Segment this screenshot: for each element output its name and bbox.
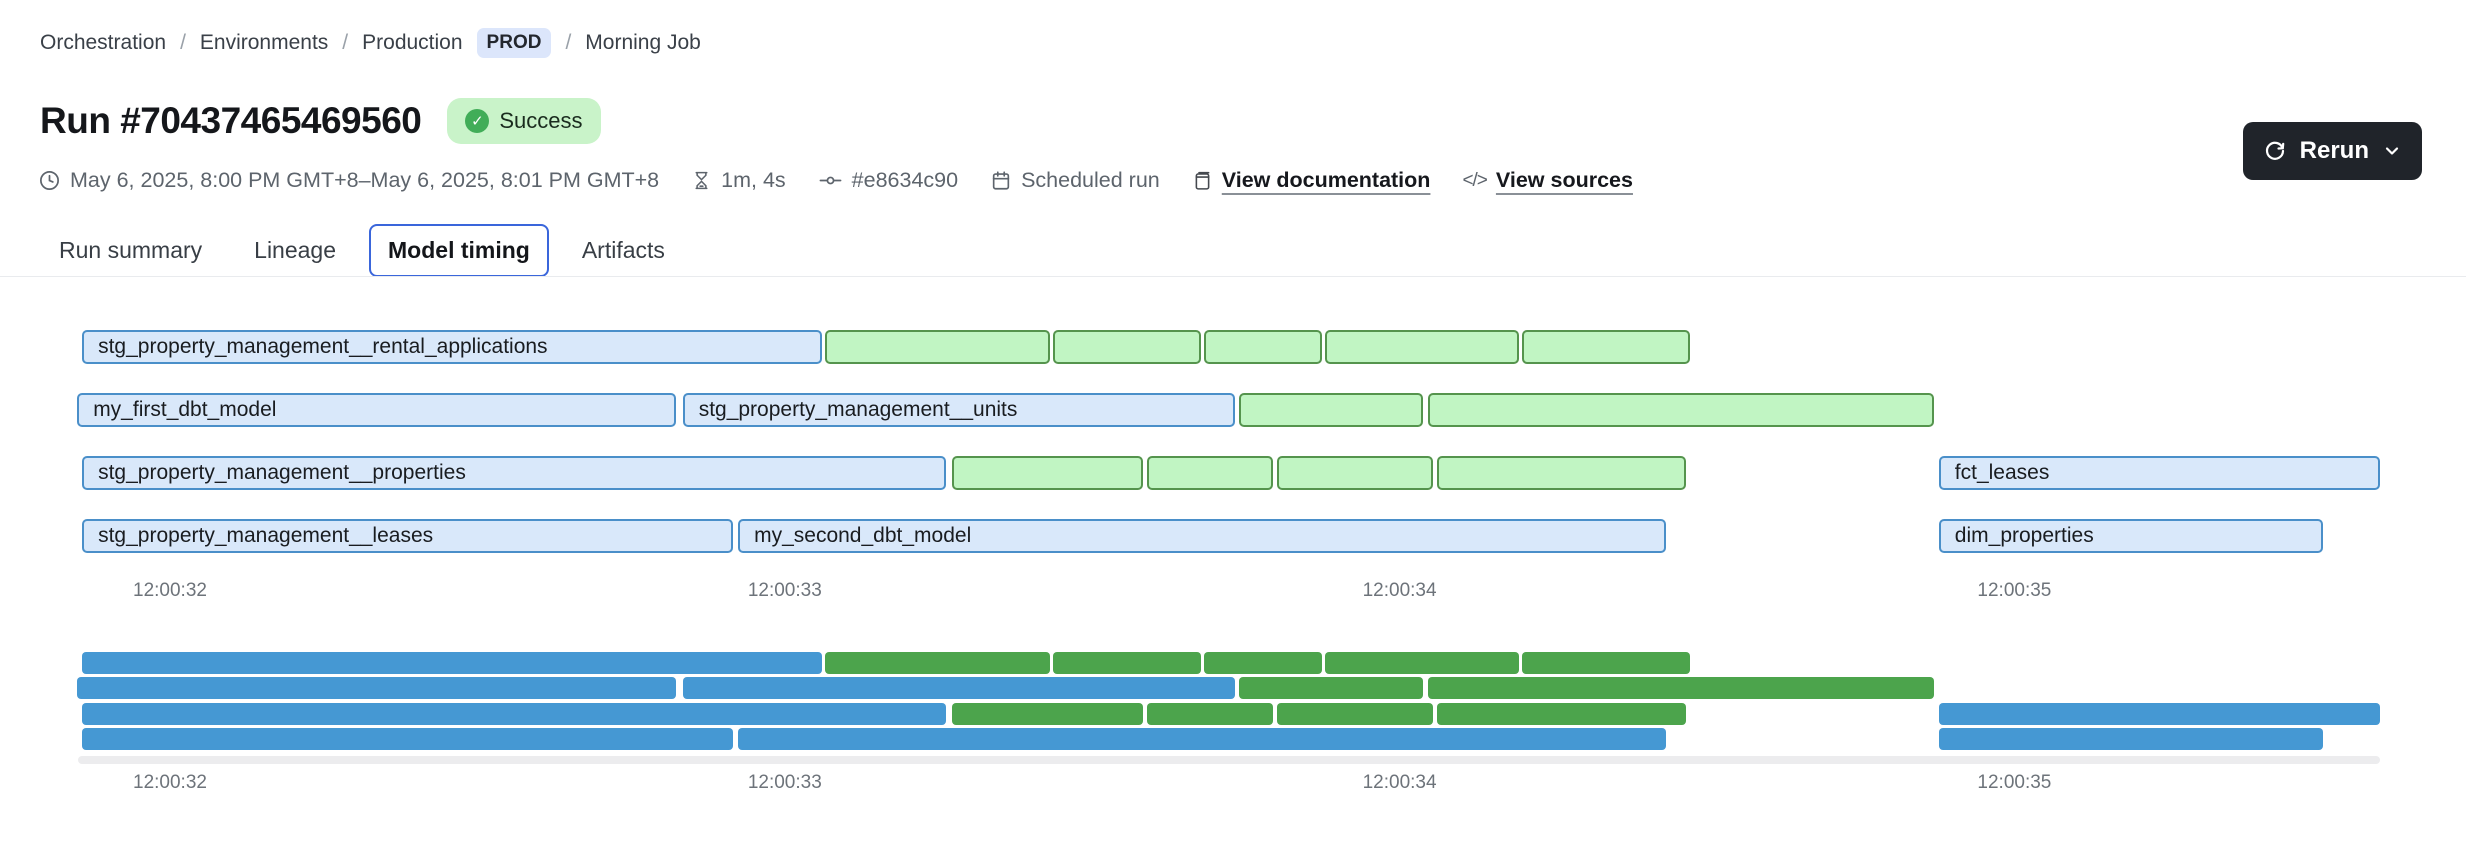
run-trigger: Scheduled run [990, 168, 1160, 193]
run-commit-text: #e8634c90 [851, 168, 959, 192]
minimap-bar [1276, 703, 1433, 725]
gantt-bar[interactable] [1204, 330, 1323, 364]
page-title: Run #70437465469560 [40, 100, 422, 141]
run-duration: 1m, 4s [691, 168, 786, 193]
minimap-bar [1238, 677, 1423, 699]
run-commit: #e8634c90 [818, 168, 958, 193]
axis-tick-label: 12:00:34 [1362, 580, 1437, 601]
gantt-bar-label: fct_leases [1954, 461, 2050, 484]
refresh-icon [2265, 141, 2284, 160]
breadcrumb-environments[interactable]: Environments [199, 31, 329, 54]
rerun-button[interactable]: Rerun [2242, 122, 2422, 180]
axis-tick-label: 12:00:35 [1977, 580, 2052, 601]
tab-divider [0, 276, 2466, 277]
minimap-bar [1427, 677, 1934, 699]
minimap-bar [1052, 652, 1202, 674]
breadcrumb-production[interactable]: Production [362, 31, 463, 54]
gantt-bar[interactable] [1238, 393, 1423, 427]
gantt-bar[interactable] [1146, 456, 1274, 490]
gantt-bar-label: stg_property_management__properties [98, 461, 466, 484]
gantt-bar[interactable]: stg_property_management__properties [82, 456, 947, 490]
axis-tick-label: 12:00:33 [747, 772, 822, 793]
minimap-bar [738, 728, 1666, 750]
minimap-bar [1146, 703, 1274, 725]
gantt-bar[interactable]: my_second_dbt_model [738, 519, 1666, 553]
minimap-bar [82, 652, 822, 674]
gantt-bar[interactable] [1276, 456, 1433, 490]
clock-icon [40, 171, 59, 190]
gantt-bar[interactable]: dim_properties [1938, 519, 2323, 553]
minimap-bar [1938, 703, 2380, 725]
gantt-bar[interactable]: stg_property_management__leases [82, 519, 734, 553]
view-documentation[interactable]: View documentation [1192, 168, 1431, 193]
status-badge: ✓ Success [447, 98, 601, 144]
gantt-bar[interactable]: my_first_dbt_model [77, 393, 676, 427]
axis-tick-label: 12:00:35 [1977, 772, 2052, 793]
status-badge-label: Success [499, 108, 583, 133]
minimap-bar [82, 703, 947, 725]
view-sources-link[interactable]: View sources [1495, 168, 1633, 192]
gantt-bar[interactable] [1436, 456, 1686, 490]
gantt-bar-label: my_first_dbt_model [93, 398, 277, 421]
axis-tick-label: 12:00:32 [133, 580, 207, 601]
breadcrumb-separator: / [342, 31, 349, 54]
minimap-bar [82, 728, 734, 750]
gantt-bar[interactable] [1427, 393, 1934, 427]
minimap-bar [682, 677, 1235, 699]
minimap-bar [1521, 652, 1690, 674]
run-meta-row: May 6, 2025, 8:00 PM GMT+8–May 6, 2025, … [38, 168, 1633, 193]
run-trigger-text: Scheduled run [1021, 168, 1160, 192]
breadcrumb-separator: / [565, 31, 572, 54]
gantt-bar[interactable] [1521, 330, 1690, 364]
run-time-range-text: May 6, 2025, 8:00 PM GMT+8–May 6, 2025, … [70, 168, 660, 192]
documentation-icon [1195, 171, 1210, 190]
gantt-bar[interactable]: stg_property_management__units [682, 393, 1235, 427]
breadcrumb: Orchestration / Environments / Productio… [40, 28, 701, 58]
gantt-bar[interactable]: stg_property_management__rental_applicat… [82, 330, 822, 364]
minimap-bar [1436, 703, 1686, 725]
run-duration-text: 1m, 4s [721, 168, 786, 192]
view-sources[interactable]: </> View sources [1462, 168, 1633, 193]
minimap-bar [1204, 652, 1323, 674]
title-row: Run #70437465469560 ✓ Success [40, 98, 601, 144]
gantt-bar-label: stg_property_management__units [698, 398, 1018, 421]
minimap-bar [1938, 728, 2323, 750]
gantt-bar-label: my_second_dbt_model [754, 524, 972, 547]
gantt-bar[interactable] [1052, 330, 1202, 364]
gantt-bar[interactable] [952, 456, 1143, 490]
code-icon: </> [1462, 169, 1488, 191]
breadcrumb-morning-job[interactable]: Morning Job [585, 31, 701, 54]
check-icon: ✓ [465, 109, 490, 133]
minimap-bar [1324, 652, 1519, 674]
tab-run-summary[interactable]: Run summary [59, 237, 203, 263]
chevron-down-icon[interactable] [2382, 141, 2402, 161]
view-documentation-link[interactable]: View documentation [1221, 168, 1431, 192]
rerun-button-label: Rerun [2299, 137, 2369, 164]
environment-badge: PROD [476, 28, 552, 58]
minimap-bar [77, 677, 676, 699]
axis-tick-label: 12:00:34 [1362, 772, 1437, 793]
breadcrumb-orchestration[interactable]: Orchestration [40, 31, 167, 54]
gantt-bar-label: stg_property_management__leases [98, 524, 434, 547]
run-time-range: May 6, 2025, 8:00 PM GMT+8–May 6, 2025, … [38, 168, 659, 193]
tab-artifacts[interactable]: Artifacts [581, 237, 665, 263]
axis-tick-label: 12:00:32 [133, 772, 207, 793]
hourglass-icon [695, 171, 708, 190]
minimap-bar [824, 652, 1050, 674]
gantt-bar[interactable] [1324, 330, 1519, 364]
gantt-bar[interactable] [824, 330, 1050, 364]
gantt-bar-label: dim_properties [1954, 524, 2094, 547]
axis-tick-label: 12:00:33 [747, 580, 822, 601]
gantt-bar[interactable]: fct_leases [1938, 456, 2380, 490]
commit-icon [819, 176, 842, 185]
tab-lineage[interactable]: Lineage [254, 237, 337, 263]
gantt-bar-label: stg_property_management__rental_applicat… [98, 335, 548, 358]
minimap-track[interactable] [78, 756, 2380, 764]
breadcrumb-separator: / [180, 31, 186, 54]
minimap-bar [952, 703, 1143, 725]
calendar-icon [992, 171, 1010, 190]
